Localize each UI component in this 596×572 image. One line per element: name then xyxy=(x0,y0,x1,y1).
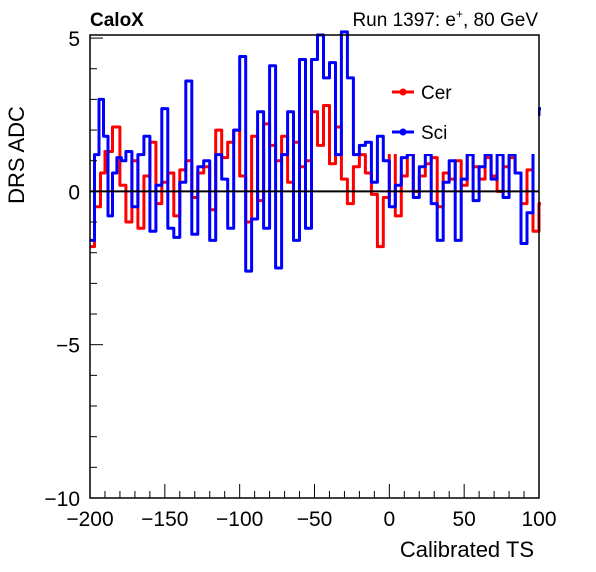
legend-marker-cer xyxy=(399,88,407,96)
legend: Cer Sci xyxy=(386,72,538,154)
experiment-label: CaloX xyxy=(90,10,144,31)
x-tick-label: −150 xyxy=(141,508,188,531)
legend-label-sci: Sci xyxy=(421,123,447,144)
legend-label-cer: Cer xyxy=(421,83,452,104)
run-label: Run 1397: e+, 80 GeV xyxy=(352,7,538,31)
plot-area xyxy=(90,30,541,273)
x-axis: −200 −150 −100 −50 0 50 100 xyxy=(66,484,557,531)
y-tick-label: 0 xyxy=(68,181,80,204)
x-tick-label: −50 xyxy=(297,508,333,531)
y-tick-label: 5 xyxy=(68,28,80,51)
run-energy-text: , 80 GeV xyxy=(463,10,538,31)
x-tick-label: 50 xyxy=(452,508,475,531)
y-tick-label: −5 xyxy=(56,335,80,358)
series-line-sci xyxy=(90,30,541,273)
x-tick-label: 100 xyxy=(521,508,556,531)
y-axis-title: DRS ADC xyxy=(4,106,29,204)
y-tick-label: −10 xyxy=(44,488,80,511)
run-particle-superscript: + xyxy=(456,7,463,21)
x-tick-label: 0 xyxy=(383,508,395,531)
legend-background xyxy=(386,72,538,154)
y-axis: −10 −5 0 5 xyxy=(44,28,103,511)
x-tick-label: −200 xyxy=(66,508,113,531)
x-axis-title: Calibrated TS xyxy=(400,537,534,562)
legend-marker-sci xyxy=(399,128,407,136)
run-label-text: Run 1397: e xyxy=(352,10,456,31)
x-tick-label: −100 xyxy=(216,508,263,531)
